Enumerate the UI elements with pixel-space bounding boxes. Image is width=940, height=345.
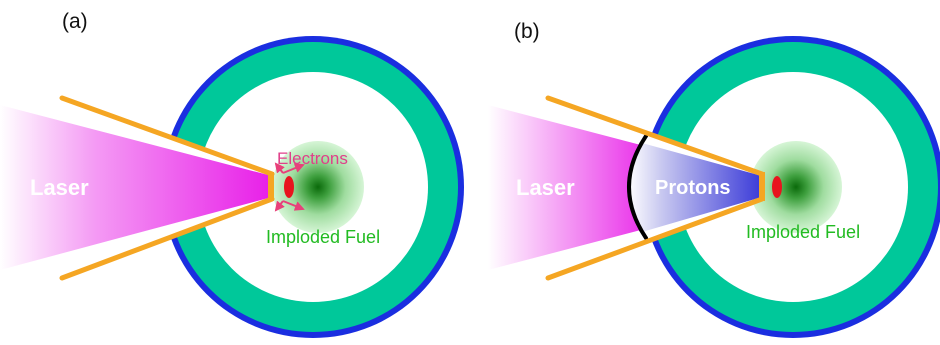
cone-wall-upper — [59, 95, 275, 177]
panel-b-label: (b) — [514, 20, 540, 43]
cone-tip — [759, 172, 765, 201]
cone-wall-lower — [545, 196, 765, 281]
laser-label: Laser — [516, 175, 575, 200]
ignition-spot — [772, 176, 782, 198]
electrons-label: Electrons — [277, 149, 348, 168]
target-foil — [627, 134, 648, 240]
proton-beam — [628, 143, 762, 232]
electron-spot — [284, 176, 294, 198]
electron-arrow-up-left — [274, 162, 285, 174]
protons-label: Protons — [655, 177, 731, 199]
laser-label: Laser — [30, 175, 89, 200]
electron-arrow-down-left — [274, 200, 285, 212]
cone-tip — [268, 172, 274, 201]
laser-beam — [488, 105, 660, 270]
laser-beam — [0, 105, 272, 270]
cone-wall-upper — [545, 95, 765, 177]
panel-a-label: (a) — [62, 10, 88, 33]
electron-arrow-up — [282, 163, 305, 174]
cone-wall-lower — [59, 196, 275, 281]
imploded-fuel-core — [750, 141, 842, 233]
electron-arrow-down — [282, 200, 305, 211]
panel-a: (a) Laser Electrons Imploded Fuel — [0, 10, 464, 338]
panel-b: (b) Laser Protons Imploded Fuel — [488, 20, 940, 338]
fuel-label: Imploded Fuel — [266, 227, 380, 247]
fuel-label: Imploded Fuel — [746, 222, 860, 242]
